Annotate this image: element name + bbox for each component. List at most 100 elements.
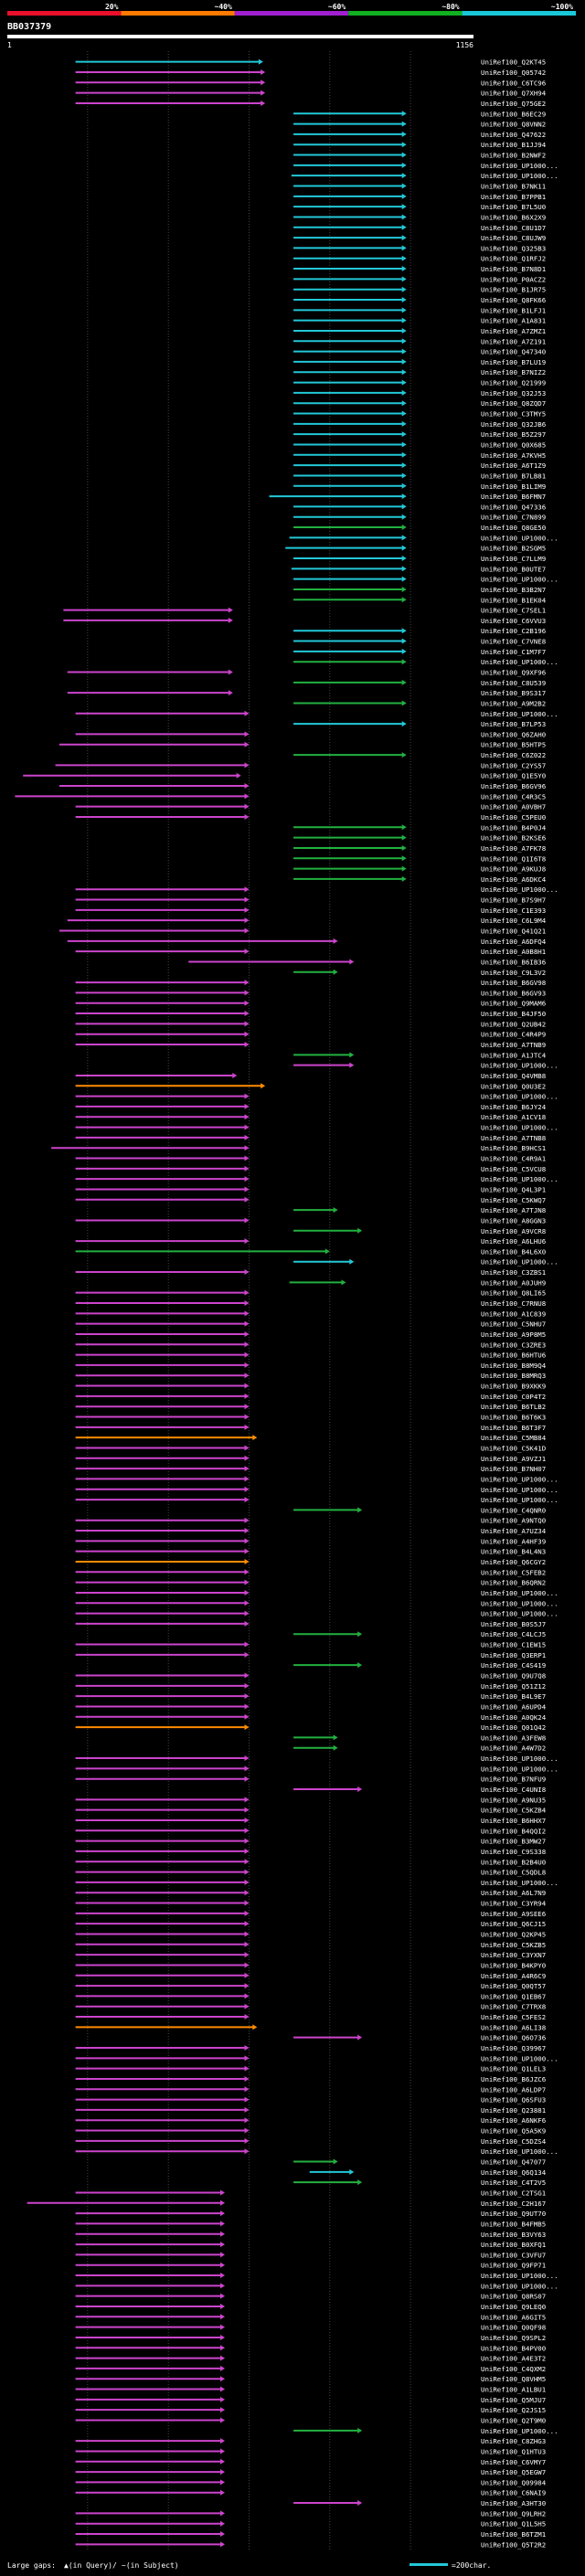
hit-label[interactable]: UniRef100_B2NWF2 [481, 152, 546, 160]
hit-label[interactable]: UniRef100_B8M9Q4 [481, 1362, 547, 1370]
hit-label[interactable]: UniRef100_A9SEE6 [481, 1910, 546, 1918]
hit-label[interactable]: UniRef100_B4QQI2 [481, 1827, 546, 1835]
hit-row[interactable]: UniRef100_C4QXM2 [75, 2365, 547, 2373]
hit-row[interactable]: UniRef100_Q9U7Q8 [75, 1672, 547, 1680]
hit-row[interactable]: UniRef100_UP1000... [293, 162, 558, 170]
hit-row[interactable]: UniRef100_C8U539 [293, 679, 546, 687]
hit-row[interactable]: UniRef100_B4L4N3 [75, 1548, 547, 1556]
hit-row[interactable]: UniRef100_A6DKC4 [293, 875, 547, 884]
hit-label[interactable]: UniRef100_Q8LI65 [481, 1289, 546, 1298]
hit-row[interactable]: UniRef100_A6DFQ4 [67, 938, 547, 946]
hit-row[interactable]: UniRef100_C7SEL1 [63, 607, 546, 615]
hit-row[interactable]: UniRef100_B1JJ94 [293, 141, 547, 149]
hit-label[interactable]: UniRef100_A1LBU1 [481, 2386, 546, 2394]
hit-label[interactable]: UniRef100_Q8VHM5 [481, 2375, 546, 2383]
hit-label[interactable]: UniRef100_C3YR94 [481, 1900, 547, 1908]
hit-row[interactable]: UniRef100_C2YS57 [55, 761, 547, 769]
hit-row[interactable]: UniRef100_B4L9E7 [75, 1692, 547, 1701]
hit-label[interactable]: UniRef100_Q8VNN2 [481, 121, 546, 129]
hit-row[interactable]: UniRef100_Q0QF98 [75, 2324, 547, 2332]
hit-label[interactable]: UniRef100_Q47336 [481, 503, 546, 511]
hit-label[interactable]: UniRef100_C7N899 [481, 514, 546, 522]
hit-label[interactable]: UniRef100_A3HT30 [481, 2499, 546, 2507]
hit-row[interactable]: UniRef100_Q21999 [293, 379, 546, 387]
hit-label[interactable]: UniRef100_C4UNI8 [481, 1786, 546, 1794]
hit-label[interactable]: UniRef100_A6T1Z9 [481, 461, 546, 470]
hit-row[interactable]: UniRef100_Q8LI65 [75, 1289, 547, 1298]
hit-row[interactable]: UniRef100_C4T2V5 [293, 2178, 546, 2187]
hit-label[interactable]: UniRef100_A7TNB8 [481, 1134, 546, 1142]
hit-row[interactable]: UniRef100_B6GV93 [75, 989, 547, 997]
hit-row[interactable]: UniRef100_C6Z022 [293, 751, 546, 759]
hit-label[interactable]: UniRef100_B1LFJ1 [481, 306, 546, 314]
hit-row[interactable]: UniRef100_B2B4U0 [75, 1858, 547, 1866]
hit-label[interactable]: UniRef100_C1EW15 [481, 1641, 546, 1649]
hit-row[interactable]: UniRef100_Q5MJU7 [75, 2396, 547, 2404]
hit-label[interactable]: UniRef100_Q6CJ15 [481, 1920, 546, 1928]
hit-row[interactable]: UniRef100_UP1000... [75, 2282, 558, 2290]
hit-row[interactable]: UniRef100_B7PPB1 [293, 193, 546, 201]
hit-label[interactable]: UniRef100_A7FK78 [481, 844, 546, 853]
hit-row[interactable]: UniRef100_Q9SPL2 [75, 2334, 547, 2342]
hit-label[interactable]: UniRef100_B2KSE6 [481, 834, 546, 843]
hit-label[interactable]: UniRef100_A1A831 [481, 317, 546, 325]
hit-label[interactable]: UniRef100_UP1000... [481, 1124, 558, 1132]
hit-label[interactable]: UniRef100_B6X2X9 [481, 213, 546, 221]
hit-row[interactable]: UniRef100_C7N899 [293, 514, 546, 522]
hit-row[interactable]: UniRef100_C8ZHG3 [75, 2437, 547, 2445]
hit-label[interactable]: UniRef100_C8ZHG3 [481, 2437, 546, 2445]
hit-label[interactable]: UniRef100_A0JUH9 [481, 1278, 546, 1287]
hit-label[interactable]: UniRef100_B3B2N7 [481, 586, 546, 594]
hit-row[interactable]: UniRef100_C5K41D [75, 1444, 547, 1452]
hit-row[interactable]: UniRef100_Q75GE2 [75, 100, 547, 108]
hit-label[interactable]: UniRef100_C5DZS4 [481, 2137, 547, 2146]
hit-row[interactable]: UniRef100_C4R4P9 [75, 1031, 547, 1039]
hit-label[interactable]: UniRef100_C5K41D [481, 1444, 546, 1452]
hit-label[interactable]: UniRef100_B9S317 [481, 689, 546, 697]
hit-label[interactable]: UniRef100_Q9SPL2 [481, 2334, 546, 2342]
hit-row[interactable]: UniRef100_A0B8H1 [75, 948, 547, 956]
hit-row[interactable]: UniRef100_A6NKF6 [75, 2116, 547, 2125]
hit-label[interactable]: UniRef100_A6DFQ4 [481, 938, 547, 946]
hit-label[interactable]: UniRef100_Q9MAM6 [481, 1000, 546, 1008]
hit-row[interactable]: UniRef100_B6TZM1 [75, 2530, 547, 2539]
hit-row[interactable]: UniRef100_Q9UT70 [75, 2210, 547, 2218]
hit-row[interactable]: UniRef100_C3ZBS1 [75, 1268, 547, 1277]
hit-row[interactable]: UniRef100_B6HTU6 [75, 1352, 547, 1360]
hit-label[interactable]: UniRef100_C5KZB4 [481, 1807, 547, 1815]
hit-row[interactable]: UniRef100_Q6SFU3 [75, 2096, 547, 2104]
hit-row[interactable]: UniRef100_C4R9A1 [75, 1155, 547, 1163]
hit-row[interactable]: UniRef100_A7TNB9 [75, 1041, 547, 1049]
hit-row[interactable]: UniRef100_A6L7N9 [75, 1889, 547, 1897]
hit-row[interactable]: UniRef100_A4R6C9 [75, 1972, 547, 1980]
hit-label[interactable]: UniRef100_Q2T9M0 [481, 2417, 546, 2425]
hit-row[interactable]: UniRef100_C5DZS4 [75, 2137, 547, 2146]
hit-label[interactable]: UniRef100_Q6CGY2 [481, 1558, 546, 1566]
hit-row[interactable]: UniRef100_C4R3C5 [15, 792, 546, 800]
hit-row[interactable]: UniRef100_B9XKK9 [75, 1383, 547, 1391]
hit-label[interactable]: UniRef100_A6DKC4 [481, 875, 547, 884]
hit-row[interactable]: UniRef100_A3HT30 [293, 2499, 546, 2507]
hit-label[interactable]: UniRef100_C0P4T2 [481, 1393, 546, 1401]
hit-label[interactable]: UniRef100_Q75GE2 [481, 100, 546, 108]
hit-label[interactable]: UniRef100_C4T2V5 [481, 2178, 546, 2187]
hit-row[interactable]: UniRef100_Q1RFJ2 [293, 255, 546, 263]
hit-label[interactable]: UniRef100_B9XKK9 [481, 1383, 546, 1391]
hit-label[interactable]: UniRef100_Q6O736 [481, 2034, 546, 2042]
hit-row[interactable]: UniRef100_B4P0J4 [293, 823, 547, 832]
hit-row[interactable]: UniRef100_B7L5U0 [293, 203, 546, 211]
hit-label[interactable]: UniRef100_B6TLB2 [481, 1403, 546, 1411]
hit-row[interactable]: UniRef100_B6GV96 [58, 782, 546, 790]
hit-label[interactable]: UniRef100_C6Z022 [481, 751, 546, 759]
hit-row[interactable]: UniRef100_C5FES2 [75, 2013, 547, 2021]
hit-label[interactable]: UniRef100_Q32J53 [481, 389, 546, 398]
hit-row[interactable]: UniRef100_C4UNI8 [293, 1786, 546, 1794]
hit-label[interactable]: UniRef100_A9KUJ8 [481, 865, 546, 874]
hit-row[interactable]: UniRef100_A7Z191 [293, 337, 546, 345]
hit-label[interactable]: UniRef100_UP1000... [481, 1589, 558, 1597]
hit-label[interactable]: UniRef100_UP1000... [481, 710, 558, 718]
hit-label[interactable]: UniRef100_UP1000... [481, 1610, 558, 1618]
hit-label[interactable]: UniRef100_Q8RS07 [481, 2293, 546, 2301]
hit-row[interactable]: UniRef100_Q1LEL3 [75, 2065, 547, 2073]
hit-row[interactable]: UniRef100_UP1000... [75, 1879, 558, 1887]
